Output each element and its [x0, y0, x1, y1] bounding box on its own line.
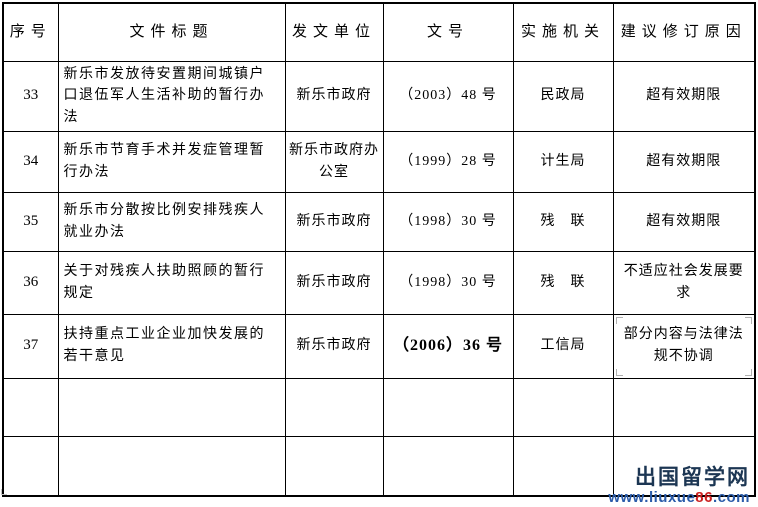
- cell-doc-number: （1998）30 号: [382, 191, 514, 252]
- selection-handle-icon: [1, 489, 7, 495]
- selection-corner-icon: [745, 368, 752, 376]
- cell-title: 新乐市节育手术并发症管理暂行办法: [57, 130, 286, 193]
- cell-agency: 民政局: [512, 60, 614, 132]
- table-header-row: 序号 文件标题 发文单位 文号 实施机关 建议修订原因: [2, 2, 756, 62]
- cell-unit: 新乐市政府办公室: [284, 130, 384, 193]
- cell-agency: 工信局: [512, 313, 614, 379]
- empty-cell: [57, 435, 286, 497]
- empty-cell: [284, 435, 384, 497]
- col-header-title: 文件标题: [57, 2, 286, 62]
- watermark-url-prefix: www.liuxue: [608, 488, 696, 506]
- cell-unit: 新乐市政府: [284, 191, 384, 252]
- cell-doc-number: （2003）48 号: [382, 60, 514, 132]
- document-revision-table: 序号 文件标题 发文单位 文号 实施机关 建议修订原因 33 新乐市发放待安置期…: [2, 2, 756, 498]
- col-header-doc-number: 文号: [382, 2, 514, 62]
- cell-reason: 部分内容与法律法规不协调: [612, 313, 756, 379]
- cell-doc-number: （1999）28 号: [382, 130, 514, 193]
- cell-reason: 超有效期限: [612, 191, 756, 252]
- table-row: 36 关于对残疾人扶助照顾的暂行规定 新乐市政府 （1998）30 号 残 联 …: [2, 250, 756, 315]
- selection-corner-icon: [615, 368, 623, 376]
- watermark: 出国留学网 www.liuxue86.com: [608, 466, 750, 506]
- cell-title: 扶持重点工业企业加快发展的若干意见: [57, 313, 286, 379]
- cell-unit: 新乐市政府: [284, 313, 384, 379]
- cell-reason: 超有效期限: [612, 130, 756, 193]
- table-row: 37 扶持重点工业企业加快发展的若干意见 新乐市政府 （2006）36 号 工信…: [2, 313, 756, 379]
- col-header-agency: 实施机关: [512, 2, 614, 62]
- cell-title: 新乐市发放待安置期间城镇户口退伍军人生活补助的暂行办法: [57, 60, 286, 132]
- selection-corner-icon: [615, 316, 623, 324]
- cell-serial: 36: [2, 250, 59, 315]
- cell-serial: 33: [2, 60, 59, 132]
- cell-doc-number: （2006）36 号: [382, 313, 514, 379]
- col-header-serial: 序号: [2, 2, 59, 62]
- empty-cell: [612, 377, 756, 437]
- watermark-url: www.liuxue86.com: [608, 488, 750, 507]
- watermark-url-highlight: 86: [695, 488, 713, 506]
- col-header-reason: 建议修订原因: [612, 2, 756, 62]
- cell-doc-number: （1998）30 号: [382, 250, 514, 315]
- cell-unit: 新乐市政府: [284, 60, 384, 132]
- watermark-site-name: 出国留学网: [635, 466, 750, 490]
- empty-cell: [612, 435, 756, 497]
- empty-cell: [2, 377, 59, 437]
- cell-unit: 新乐市政府: [284, 250, 384, 315]
- cell-agency: 残 联: [512, 250, 614, 315]
- cell-reason: 不适应社会发展要求: [612, 250, 756, 315]
- empty-cell: [382, 435, 514, 497]
- empty-cell: [512, 377, 614, 437]
- col-header-unit: 发文单位: [284, 2, 384, 62]
- cell-serial: 35: [2, 191, 59, 252]
- table-row: 33 新乐市发放待安置期间城镇户口退伍军人生活补助的暂行办法 新乐市政府 （20…: [2, 60, 756, 132]
- cell-title: 新乐市分散按比例安排残疾人就业办法: [57, 191, 286, 252]
- selection-corner-icon: [745, 316, 752, 324]
- cell-serial: 34: [2, 130, 59, 193]
- cell-agency: 残 联: [512, 191, 614, 252]
- empty-cell: [512, 435, 614, 497]
- cell-reason-text: 部分内容与法律法规不协调: [623, 327, 744, 365]
- empty-cell: [284, 377, 384, 437]
- table-row: 35 新乐市分散按比例安排残疾人就业办法 新乐市政府 （1998）30 号 残 …: [2, 191, 756, 252]
- table-row-empty: [2, 435, 756, 497]
- empty-cell: [2, 435, 59, 497]
- cell-serial: 37: [2, 313, 59, 379]
- table-row: 34 新乐市节育手术并发症管理暂行办法 新乐市政府办公室 （1999）28 号 …: [2, 130, 756, 193]
- cell-title: 关于对残疾人扶助照顾的暂行规定: [57, 250, 286, 315]
- table-row-empty: [2, 377, 756, 437]
- watermark-url-suffix: .com: [712, 488, 750, 506]
- empty-cell: [57, 377, 286, 437]
- empty-cell: [382, 377, 514, 437]
- cell-reason: 超有效期限: [612, 60, 756, 132]
- cell-agency: 计生局: [512, 130, 614, 193]
